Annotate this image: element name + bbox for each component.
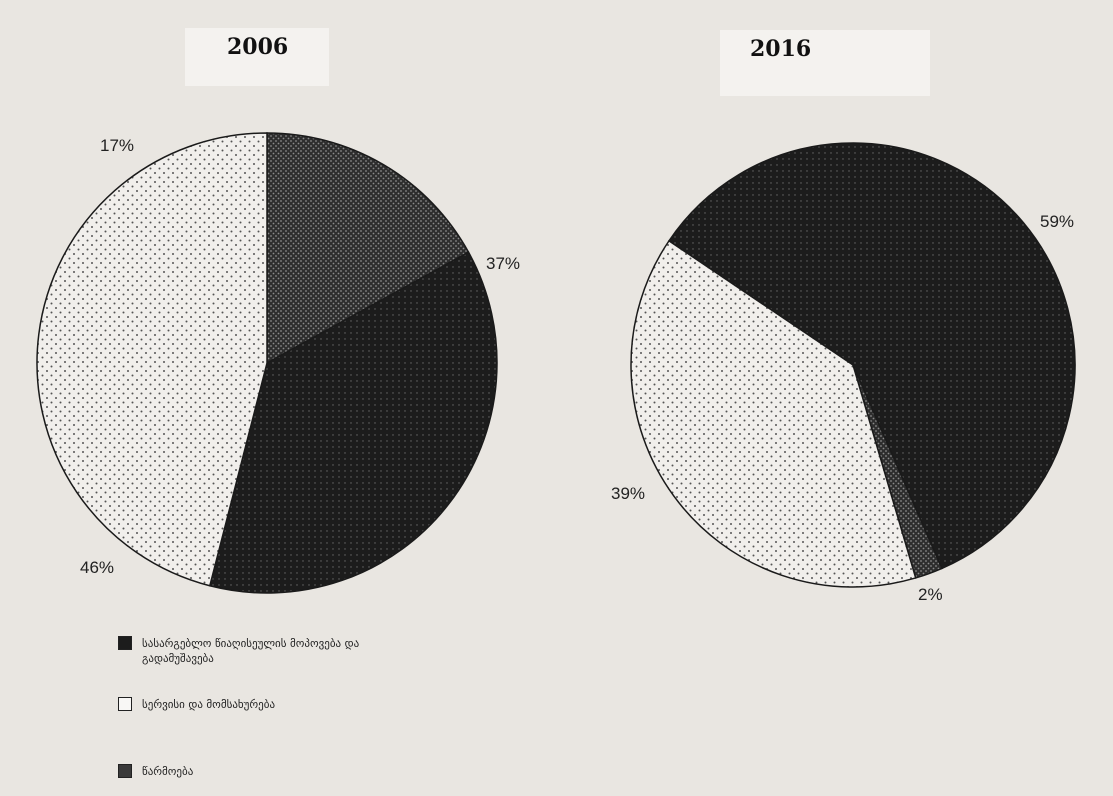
pie-slice-2016-2 (630, 239, 917, 588)
legend-item-services: სერვისი და მომსახურება (118, 697, 275, 712)
pie-slice-2006-1 (208, 251, 498, 594)
legend-label: სერვისი და მომსახურება (142, 698, 276, 711)
pie-slice-2006-2 (36, 132, 268, 587)
slice-label-2016-1: 2% (918, 585, 943, 604)
slice-label-2006-0: 17% (100, 136, 135, 155)
pie-slice-2016-0 (667, 142, 1076, 570)
pie-slice-2006-0 (266, 132, 470, 365)
slice-label-2006-1: 37% (486, 254, 521, 273)
slice-label-2006-2: 46% (80, 558, 115, 577)
slice-label-2016-0: 59% (1040, 212, 1075, 231)
legend-label: სასარგებლო წიაღისეულის მოპოვება და გადამ… (142, 637, 360, 665)
legend-swatch-dark (118, 764, 132, 778)
legend-item-manufacturing: წარმოება (118, 764, 193, 779)
legend-swatch-black (118, 636, 132, 650)
slice-label-2016-2: 39% (611, 484, 646, 503)
legend-swatch-light (118, 697, 132, 711)
chart-title-2006: 2006 (185, 28, 329, 86)
chart-title-2016: 2016 (720, 30, 930, 96)
legend-item-mining: სასარგებლო წიაღისეულის მოპოვება და გადამ… (118, 636, 372, 666)
legend-label: წარმოება (142, 765, 194, 778)
